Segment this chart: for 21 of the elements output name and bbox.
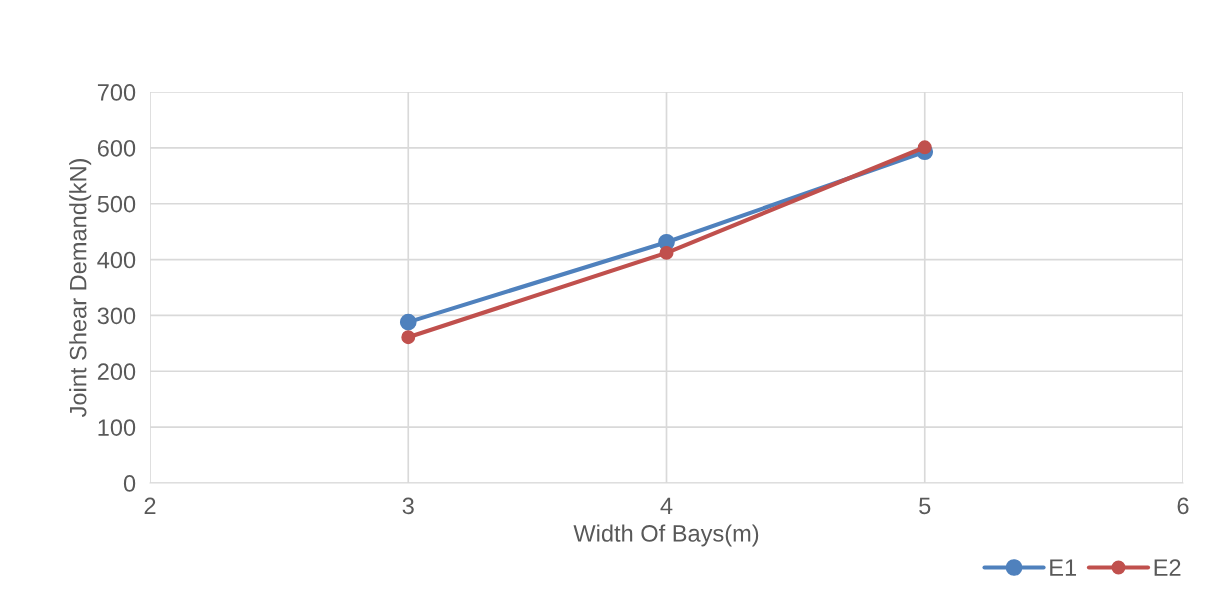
y-tick-label: 200	[97, 363, 136, 381]
x-axis-title: Width Of Bays(m)	[573, 524, 759, 547]
y-tick-label: 600	[97, 139, 136, 157]
y-axis-title: Joint Shear Demand(kN)	[69, 159, 92, 418]
legend-label: E2	[1154, 559, 1181, 576]
y-tick-label: 700	[97, 84, 136, 101]
x-tick-label: 5	[919, 497, 931, 515]
point	[659, 245, 674, 260]
x-tick-label: 3	[402, 497, 414, 515]
y-tick-label: 500	[97, 195, 136, 213]
y-tick-label: 0	[123, 475, 136, 492]
y-tick-label: 300	[97, 307, 136, 325]
legend-label: E1	[1050, 559, 1077, 576]
point	[917, 140, 932, 155]
point	[401, 330, 416, 345]
x-tick-label: 6	[1177, 497, 1189, 515]
y-tick-label: 100	[98, 419, 136, 436]
x-tick-label: 2	[144, 497, 156, 514]
x-tick-label: 4	[660, 497, 673, 514]
point	[399, 313, 417, 331]
y-tick-label: 400	[97, 251, 136, 269]
